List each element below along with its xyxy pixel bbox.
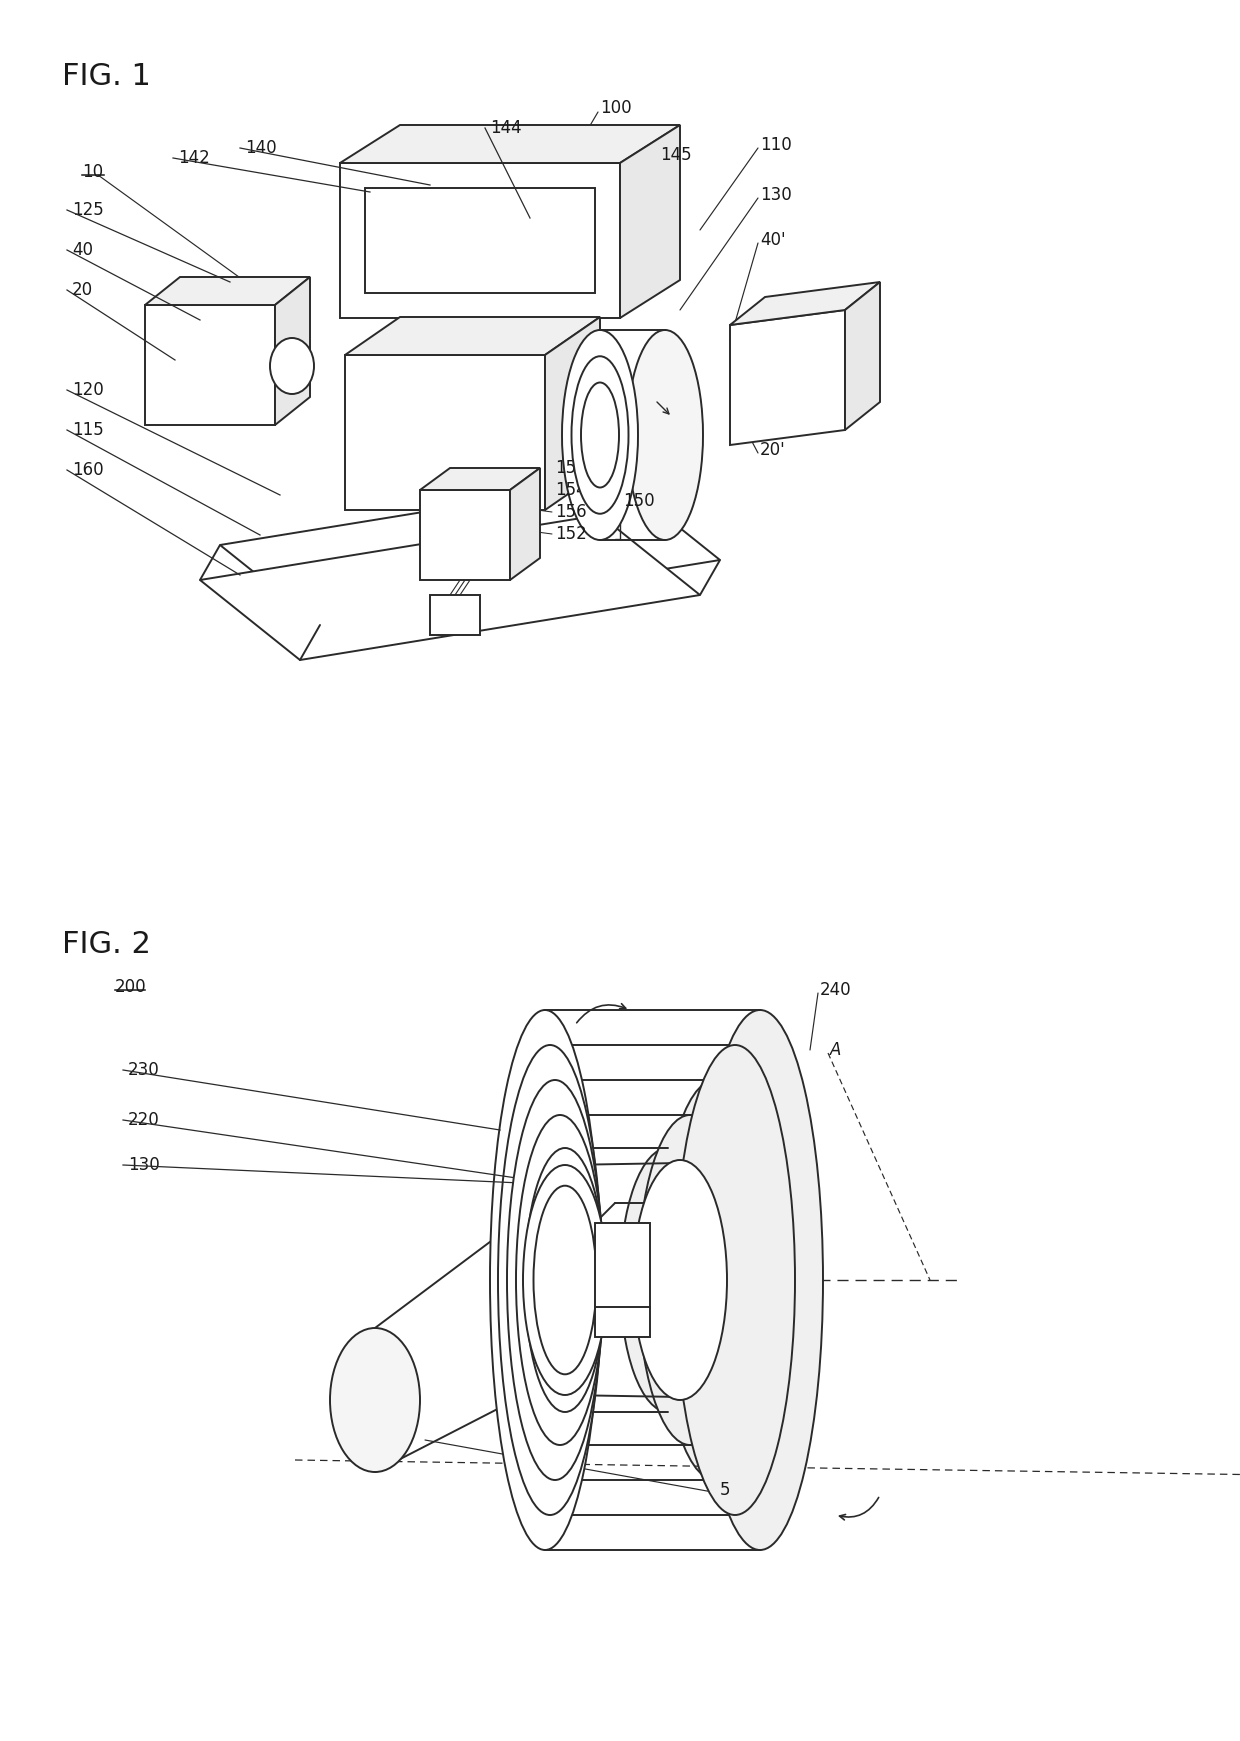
Bar — [430, 595, 480, 635]
Text: 152: 152 — [556, 526, 587, 543]
Ellipse shape — [658, 1079, 771, 1480]
Ellipse shape — [330, 1328, 420, 1471]
Polygon shape — [200, 515, 701, 660]
Polygon shape — [219, 481, 720, 625]
Ellipse shape — [523, 1165, 608, 1395]
Text: FIG. 2: FIG. 2 — [62, 930, 151, 959]
Text: 156: 156 — [556, 503, 587, 521]
Polygon shape — [730, 310, 844, 446]
Text: 220: 220 — [128, 1111, 160, 1128]
Text: A: A — [830, 1041, 842, 1059]
Text: 10: 10 — [82, 164, 103, 181]
Bar — [420, 489, 510, 580]
Polygon shape — [730, 282, 880, 326]
Ellipse shape — [525, 1147, 605, 1412]
Bar — [145, 305, 275, 425]
Ellipse shape — [639, 1114, 742, 1445]
Bar — [340, 164, 620, 319]
Ellipse shape — [572, 357, 629, 514]
Text: 120: 120 — [72, 381, 104, 399]
Text: 125: 125 — [72, 200, 104, 219]
Text: 140: 140 — [246, 139, 277, 157]
Text: 144: 144 — [490, 118, 522, 138]
Text: 142: 142 — [179, 150, 210, 167]
Text: 154: 154 — [556, 481, 587, 500]
Text: 115: 115 — [72, 421, 104, 439]
Ellipse shape — [632, 1160, 727, 1400]
Text: 5: 5 — [720, 1482, 730, 1499]
Text: 40': 40' — [760, 232, 786, 249]
Polygon shape — [620, 125, 680, 319]
Text: 240: 240 — [820, 980, 852, 999]
Text: 110: 110 — [760, 136, 792, 153]
Polygon shape — [345, 317, 600, 355]
Text: 158: 158 — [556, 460, 587, 477]
Text: 130: 130 — [128, 1156, 160, 1173]
Text: 160: 160 — [72, 461, 104, 479]
Ellipse shape — [627, 331, 703, 540]
Ellipse shape — [582, 383, 619, 487]
Polygon shape — [340, 125, 680, 164]
Text: 150: 150 — [622, 493, 655, 510]
Ellipse shape — [270, 338, 314, 393]
Text: FIG. 1: FIG. 1 — [62, 63, 151, 91]
Polygon shape — [420, 468, 539, 489]
Bar — [365, 188, 595, 292]
Ellipse shape — [507, 1079, 603, 1480]
Polygon shape — [510, 468, 539, 580]
Text: 40: 40 — [72, 240, 93, 259]
Text: 145: 145 — [660, 146, 692, 164]
Text: 20': 20' — [760, 440, 786, 460]
Bar — [345, 355, 546, 510]
Ellipse shape — [697, 1010, 823, 1549]
Text: 20: 20 — [72, 280, 93, 299]
Bar — [595, 1307, 650, 1337]
Ellipse shape — [562, 331, 639, 540]
Ellipse shape — [675, 1045, 795, 1515]
Ellipse shape — [498, 1045, 601, 1515]
Bar — [595, 1222, 650, 1307]
Polygon shape — [844, 282, 880, 430]
Ellipse shape — [533, 1186, 596, 1374]
Polygon shape — [275, 277, 310, 425]
Ellipse shape — [620, 1147, 715, 1412]
Text: 230: 230 — [128, 1060, 160, 1079]
Text: 200: 200 — [115, 978, 146, 996]
Ellipse shape — [516, 1114, 604, 1445]
Text: 130: 130 — [760, 186, 792, 204]
Polygon shape — [546, 317, 600, 510]
Ellipse shape — [490, 1010, 600, 1549]
Text: 100: 100 — [600, 99, 631, 117]
Polygon shape — [145, 277, 310, 305]
